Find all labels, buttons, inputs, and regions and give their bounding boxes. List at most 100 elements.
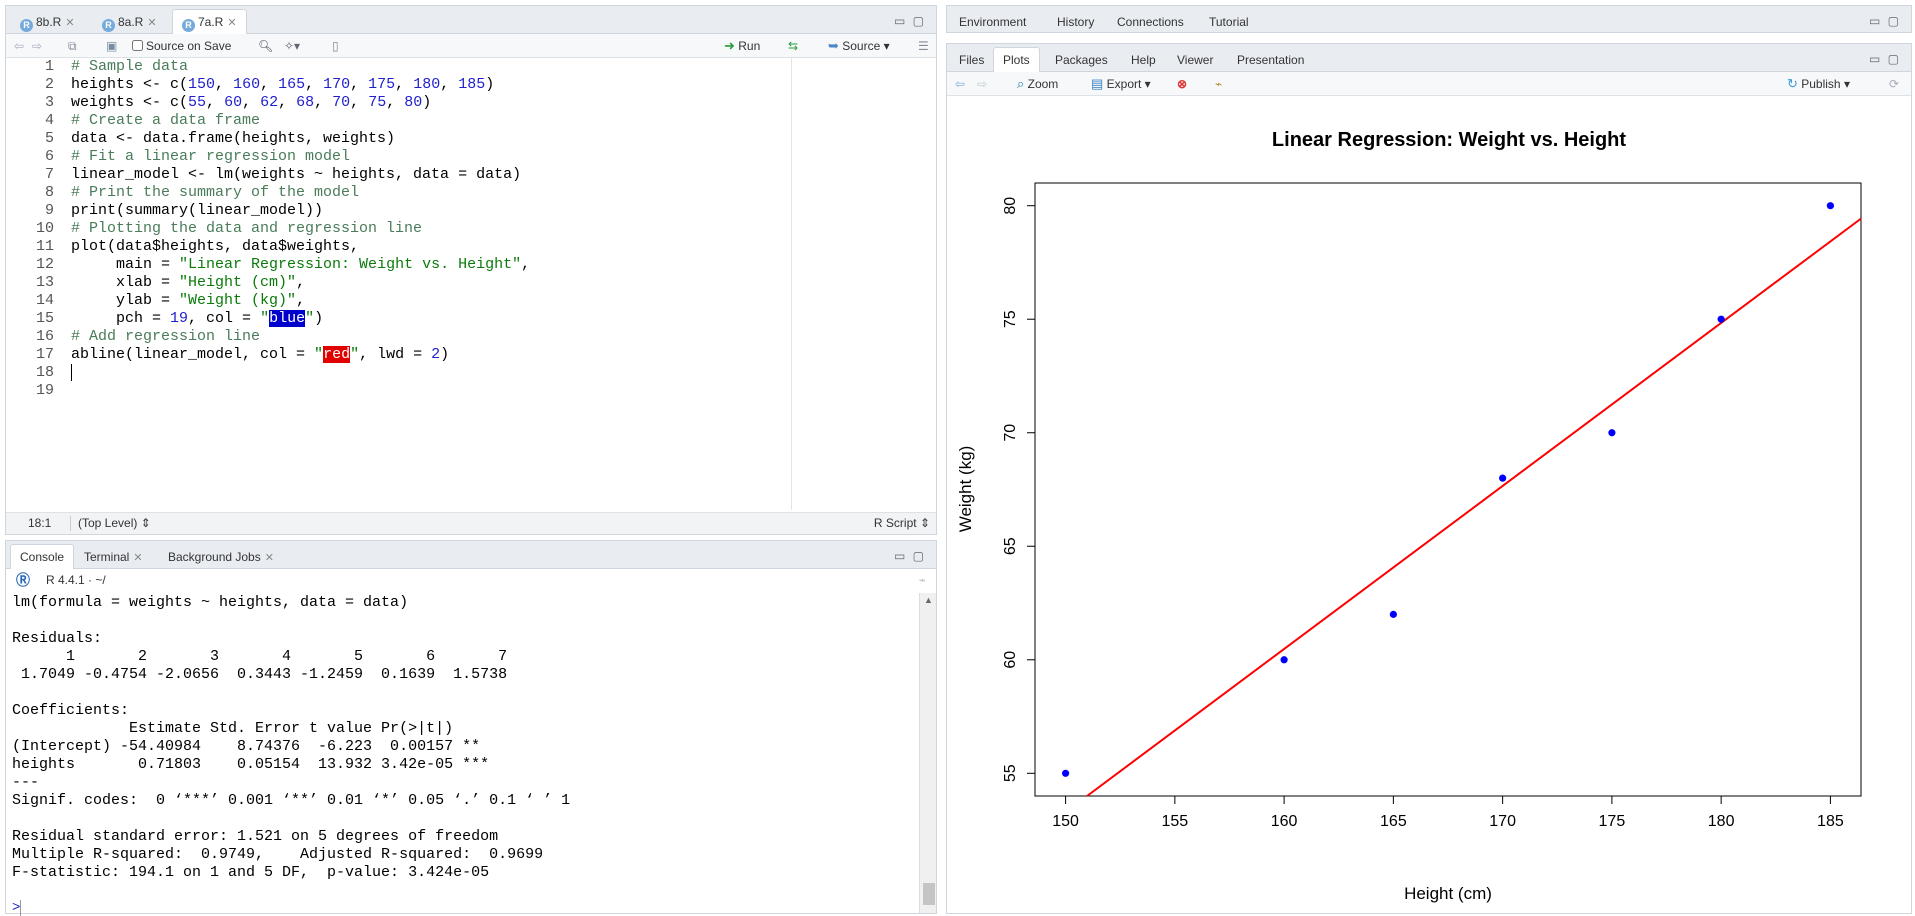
data-point xyxy=(1061,769,1070,777)
scroll-up-arrow[interactable]: ▲ xyxy=(924,595,933,605)
line-number: 8 xyxy=(44,184,54,201)
run-button[interactable]: ➜ Run xyxy=(724,38,761,53)
tab-background-jobs[interactable]: Background Jobs ✕ xyxy=(168,550,274,564)
console-prompt[interactable]: > xyxy=(12,900,22,916)
scope-selector[interactable]: (Top Level) ⇕ xyxy=(78,516,151,530)
line-number: 6 xyxy=(44,148,54,165)
y-tick-label: 65 xyxy=(1002,537,1019,555)
tab-plots[interactable]: Plots xyxy=(993,47,1040,73)
console-output: lm(formula = weights ~ heights, data = d… xyxy=(12,594,571,881)
tab-terminal[interactable]: Terminal ✕ xyxy=(84,550,143,564)
tab-8b-r[interactable]: R 8b.R ✕ xyxy=(10,9,85,34)
code-tools-wand-icon[interactable]: ✧▾ xyxy=(284,39,301,53)
save-icon[interactable]: ▣ xyxy=(106,39,118,53)
line-number: 19 xyxy=(35,382,54,399)
window-controls[interactable]: ▭ ▢ xyxy=(1868,14,1901,28)
console-toolbar: Ⓡ R 4.4.1 · ~/ ⌁ xyxy=(6,569,936,591)
compile-report-icon[interactable]: ▯ xyxy=(332,39,339,53)
data-point xyxy=(1826,202,1835,210)
run-arrow-icon: ➜ xyxy=(724,38,735,53)
scrollbar-thumb[interactable] xyxy=(923,883,935,905)
tab-help[interactable]: Help xyxy=(1131,53,1156,67)
back-arrow-icon[interactable]: ⇦ xyxy=(14,39,25,53)
tab-environment[interactable]: Environment xyxy=(959,15,1027,29)
line-number: 10 xyxy=(35,220,54,237)
export-icon: ▤ xyxy=(1091,76,1104,91)
source-on-save-toggle[interactable]: Source on Save xyxy=(132,38,231,54)
plot-title: Linear Regression: Weight vs. Height xyxy=(1272,129,1626,151)
window-controls[interactable]: ▭ ▢ xyxy=(893,549,926,563)
console-scrollbar[interactable]: ▲ xyxy=(919,593,936,913)
clear-plots-broom-icon[interactable]: ⌁ xyxy=(1215,77,1223,91)
line-number: 7 xyxy=(44,166,54,183)
y-tick-label: 55 xyxy=(1002,764,1019,782)
window-controls[interactable]: ▭ ▢ xyxy=(893,14,926,28)
x-tick-label: 170 xyxy=(1489,813,1516,830)
x-axis-label: Height (cm) xyxy=(1404,884,1492,903)
remove-plot-icon[interactable]: ⊗ xyxy=(1177,77,1188,91)
r-file-icon: R xyxy=(102,19,115,32)
tab-connections[interactable]: Connections xyxy=(1117,15,1184,29)
tab-tutorial[interactable]: Tutorial xyxy=(1209,15,1249,29)
tab-console[interactable]: Console xyxy=(10,544,75,570)
rerun-icon[interactable]: ⇆ xyxy=(788,39,799,53)
cursor-position: 18:1 xyxy=(28,516,52,530)
publish-button[interactable]: ↻ Publish ▾ xyxy=(1787,76,1850,91)
environment-pane: Environment History Connections Tutorial… xyxy=(946,5,1912,33)
forward-arrow-icon[interactable]: ⇨ xyxy=(32,39,43,53)
close-icon[interactable]: ✕ xyxy=(264,552,274,564)
zoom-magnifier-icon: ⌕ xyxy=(1017,76,1025,91)
data-point xyxy=(1280,656,1288,664)
source-button[interactable]: ➥ Source ▾ xyxy=(828,38,890,53)
line-number: 15 xyxy=(35,310,54,327)
refresh-icon[interactable]: ⟳ xyxy=(1889,77,1900,91)
y-tick-label: 70 xyxy=(1002,424,1019,442)
publish-icon: ↻ xyxy=(1787,76,1798,91)
tab-packages[interactable]: Packages xyxy=(1055,53,1108,67)
search-icon[interactable]: 🔍︎ xyxy=(258,39,274,53)
data-point xyxy=(1608,429,1616,437)
line-number: 4 xyxy=(44,112,54,129)
close-icon[interactable]: ✕ xyxy=(227,17,237,29)
close-icon[interactable]: ✕ xyxy=(147,17,157,29)
r-file-icon: R xyxy=(20,19,33,32)
tab-history[interactable]: History xyxy=(1057,15,1095,29)
previous-plot-icon[interactable]: ⇦ xyxy=(955,77,966,91)
export-button[interactable]: ▤ Export ▾ xyxy=(1091,76,1151,91)
line-number: 11 xyxy=(35,238,54,255)
editor-tabbar: R 8b.R ✕ R 8a.R ✕ R 7a.R ✕ ▭ ▢ xyxy=(6,6,936,35)
show-in-window-icon[interactable]: ⧉ xyxy=(68,39,77,53)
line-number: 18 xyxy=(35,364,54,381)
plots-tabbar: Files Plots Packages Help Viewer Present… xyxy=(947,44,1911,73)
outline-icon[interactable]: ☰ xyxy=(918,39,929,53)
r-logo-icon: Ⓡ xyxy=(16,572,30,588)
line-number: 16 xyxy=(35,328,54,345)
tab-presentation[interactable]: Presentation xyxy=(1237,53,1305,67)
close-icon[interactable]: ✕ xyxy=(133,552,143,564)
line-number: 13 xyxy=(35,274,54,291)
tab-7a-r[interactable]: R 7a.R ✕ xyxy=(172,9,247,35)
close-icon[interactable]: ✕ xyxy=(65,17,75,29)
window-controls[interactable]: ▭ ▢ xyxy=(1868,52,1901,66)
tab-files[interactable]: Files xyxy=(959,53,985,67)
x-axis: 150 155 160 165 170 175 180 185 xyxy=(1052,796,1844,830)
y-axis: 55 60 65 70 75 80 xyxy=(1002,197,1035,782)
x-tick-label: 185 xyxy=(1817,813,1844,830)
source-on-save-checkbox[interactable] xyxy=(132,40,143,51)
file-type-selector[interactable]: R Script ⇕ xyxy=(873,516,930,530)
tab-8a-r[interactable]: R 8a.R ✕ xyxy=(92,9,167,34)
data-points xyxy=(1061,202,1835,777)
tab-viewer[interactable]: Viewer xyxy=(1177,53,1214,67)
line-number: 5 xyxy=(44,130,54,147)
line-number-gutter: 1 2 3 4 5 6 7 8 9 10 11 12 13 14 15 16 17 18 19 xyxy=(6,58,62,510)
x-tick-label: 160 xyxy=(1271,813,1298,830)
y-tick-label: 75 xyxy=(1002,310,1019,328)
plots-toolbar: ⇦ ⇨ ⌕ Zoom ▤ Export ▾ ⊗ ⌁ ↻ Publish ▾ ⟳ xyxy=(947,72,1911,96)
data-point xyxy=(1389,610,1397,618)
line-number: 14 xyxy=(35,292,54,309)
next-plot-icon[interactable]: ⇨ xyxy=(977,77,988,91)
zoom-button[interactable]: ⌕ Zoom xyxy=(1017,76,1059,91)
y-tick-label: 60 xyxy=(1002,651,1019,669)
code-area[interactable]: # Sample data heights <- c(150, 160, 165… xyxy=(71,58,791,382)
clear-console-broom-icon[interactable]: ⌁ xyxy=(918,573,926,587)
